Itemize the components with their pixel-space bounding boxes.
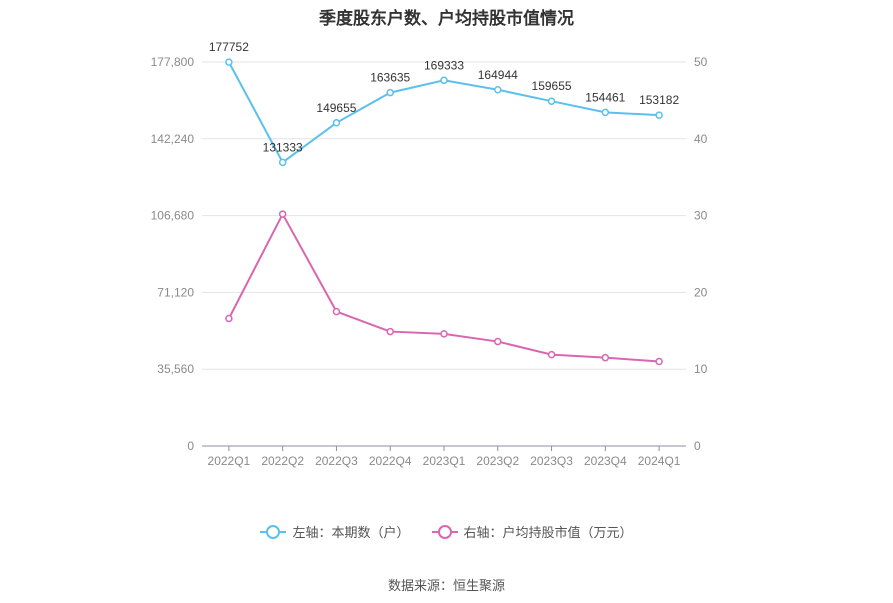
gridlines <box>202 61 686 370</box>
axes: 0 0 35,560 10 71,120 20 106,680 30 142,240 40 177,… <box>151 55 708 468</box>
y-left-tick-label: 0 <box>187 439 194 453</box>
x-tick-label: 2023Q4 <box>584 454 627 468</box>
legend-item-right-series[interactable]: 右轴：户均持股市值（万元） <box>431 522 633 541</box>
x-tick-label: 2022Q1 <box>208 454 251 468</box>
data-point-right <box>494 337 502 346</box>
data-point-left <box>332 119 341 127</box>
data-point-left <box>494 86 502 94</box>
data-label: 154461 <box>585 90 625 104</box>
data-point-right <box>278 210 287 218</box>
data-point-left <box>601 108 610 117</box>
legend-left-dot <box>266 524 281 539</box>
x-tick-label: 2023Q3 <box>530 454 573 468</box>
legend-right-marker-icon <box>431 524 458 539</box>
y-left-tick-label: 35,560 <box>157 362 194 376</box>
data-point-right <box>386 327 394 336</box>
y-left-tick-label: 177,800 <box>151 55 195 69</box>
data-point-left <box>225 58 233 66</box>
y-right-tick-label: 20 <box>694 285 708 299</box>
data-label: 153182 <box>639 93 679 107</box>
legend: 左轴：本期数（户） 右轴：户均持股市值（万元） <box>0 522 893 541</box>
x-tick-label: 2022Q4 <box>369 454 412 468</box>
y-right-tick-label: 40 <box>694 132 708 146</box>
data-point-left <box>655 111 663 119</box>
y-left-tick-label: 142,240 <box>151 132 195 146</box>
y-left-tick-label: 71,120 <box>157 285 194 299</box>
legend-right-label: 右轴：户均持股市值（万元） <box>463 525 633 540</box>
chart-title: 季度股东户数、户均持股市值情况 <box>319 9 574 28</box>
data-point-right <box>547 350 556 359</box>
data-label: 177752 <box>209 40 249 54</box>
legend-left-label: 左轴：本期数（户） <box>292 525 410 540</box>
y-right-tick-label: 30 <box>694 209 708 223</box>
data-point-left <box>386 88 394 97</box>
data-point-left <box>440 76 448 85</box>
data-label: 164944 <box>478 68 518 82</box>
y-right-tick-label: 0 <box>694 439 701 453</box>
data-point-right <box>440 330 448 338</box>
data-label: 149655 <box>316 101 356 115</box>
data-point-left <box>278 158 287 167</box>
series <box>225 58 663 366</box>
x-tick-label: 2022Q3 <box>315 454 358 468</box>
data-point-right <box>601 353 610 362</box>
legend-item-left-series[interactable]: 左轴：本期数（户） <box>260 522 410 541</box>
data-label: 163635 <box>370 71 410 85</box>
y-left-tick-label: 106,680 <box>151 209 195 223</box>
data-source: 数据来源：恒生聚源 <box>387 578 505 593</box>
data-point-right <box>225 314 233 323</box>
data-point-left <box>547 97 556 105</box>
y-right-tick-label: 50 <box>694 55 708 69</box>
legend-left-marker-icon <box>260 524 287 539</box>
data-label: 169333 <box>424 58 464 72</box>
x-tick-label: 2023Q2 <box>476 454 519 468</box>
data-label: 159655 <box>532 79 572 93</box>
x-tick-label: 2024Q1 <box>638 454 681 468</box>
data-point-right <box>655 357 663 366</box>
data-point-right <box>332 307 341 316</box>
data-labels: 177752 131333 149655 163635 169333 164944 1596… <box>209 40 680 154</box>
legend-right-dot <box>437 524 452 539</box>
series-line-right <box>227 211 660 363</box>
y-right-tick-label: 10 <box>694 362 708 376</box>
data-label: 131333 <box>263 140 303 154</box>
x-tick-label: 2022Q2 <box>261 454 304 468</box>
x-tick-label: 2023Q1 <box>423 454 466 468</box>
